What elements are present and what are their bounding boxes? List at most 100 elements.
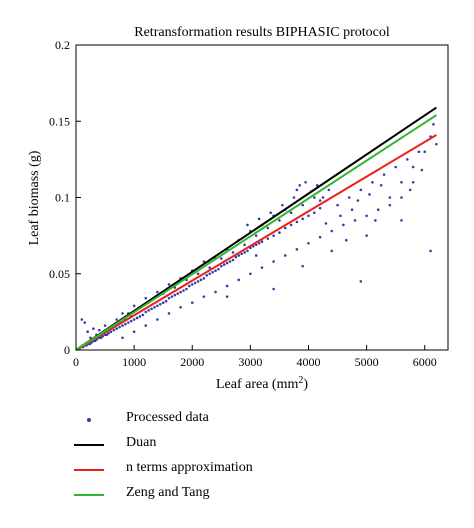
- scatter-point: [92, 327, 95, 330]
- scatter-point: [266, 237, 270, 240]
- x-tick-label: 3000: [238, 355, 262, 369]
- scatter-point: [278, 219, 281, 222]
- scatter-point: [179, 290, 182, 294]
- scatter-point: [234, 255, 238, 259]
- scatter-point: [318, 206, 322, 210]
- scatter-point: [173, 293, 177, 297]
- scatter-point: [190, 283, 194, 286]
- scatter-point: [103, 324, 107, 327]
- scatter-point: [359, 280, 363, 283]
- scatter-point: [138, 315, 142, 318]
- scatter-point: [353, 219, 357, 222]
- scatter-point: [283, 254, 287, 257]
- scatter-point: [118, 325, 121, 329]
- scatter-point: [356, 199, 360, 202]
- scatter-point: [254, 243, 258, 247]
- scatter-point: [135, 316, 139, 320]
- scatter-point: [156, 304, 159, 308]
- scatter-point: [408, 188, 412, 192]
- scatter-point: [150, 307, 153, 311]
- scatter-point: [417, 150, 421, 154]
- scatter-point: [132, 330, 136, 334]
- scatter-point: [313, 196, 316, 199]
- scatter-point: [257, 217, 261, 221]
- scatter-point: [307, 214, 310, 218]
- chart-title: Retransformation results BIPHASIC protoc…: [134, 25, 390, 40]
- scatter-point: [254, 254, 258, 257]
- legend-label: Duan: [126, 435, 157, 450]
- scatter-point: [301, 217, 304, 221]
- scatter-point: [295, 220, 299, 224]
- scatter-point: [144, 324, 148, 327]
- scatter-point: [249, 272, 252, 276]
- legend-item-zeng-tang: Zeng and Tang: [62, 483, 362, 507]
- scatter-point: [330, 249, 334, 253]
- scatter-point: [313, 211, 316, 215]
- scatter-point: [400, 219, 403, 222]
- scatter-point: [321, 196, 325, 199]
- legend-item-n-terms: n terms approximation: [62, 458, 362, 482]
- scatter-point: [161, 301, 165, 305]
- legend-item-duan: Duan: [62, 433, 362, 457]
- x-tick-label: 6000: [413, 355, 437, 369]
- scatter-point: [318, 235, 322, 239]
- scatter-point: [365, 234, 368, 237]
- scatter-point: [435, 142, 438, 146]
- scatter-point: [225, 295, 229, 298]
- scatter-point: [115, 327, 118, 330]
- scatter-point: [144, 296, 148, 300]
- x-tick-label: 1000: [122, 355, 146, 369]
- scatter-point: [359, 188, 363, 192]
- scatter-point: [342, 223, 345, 227]
- y-axis-label: Leaf biomass (g): [27, 150, 42, 245]
- scatter-point: [153, 306, 156, 309]
- scatter-point: [432, 123, 435, 126]
- scatter-point: [231, 251, 235, 254]
- scatter-point: [199, 278, 203, 282]
- scatter-point: [336, 203, 339, 207]
- scatter-point: [214, 290, 217, 294]
- x-axis-label-sup: 2: [298, 375, 303, 386]
- series-line-n-terms-approximation: [75, 134, 437, 351]
- scatter-point: [400, 196, 403, 199]
- scatter-point: [89, 336, 92, 340]
- scatter-point: [379, 184, 383, 187]
- scatter-point: [185, 287, 188, 291]
- scatter-point: [208, 266, 211, 269]
- scatter-point: [374, 219, 377, 222]
- scatter-point: [167, 283, 171, 286]
- scatter-point: [101, 334, 105, 338]
- scatter-point: [272, 260, 275, 263]
- scatter-point: [105, 333, 109, 337]
- y-tick-label: 0.2: [55, 38, 70, 52]
- scatter-point: [406, 158, 409, 161]
- y-tick-label: 0.15: [49, 114, 70, 128]
- series-line-zeng-and-tang: [75, 114, 437, 351]
- scatter-point: [188, 284, 191, 288]
- scatter-point: [289, 223, 293, 227]
- legend-item-processed-data: Processed data: [62, 408, 362, 432]
- x-tick-label: 0: [73, 355, 79, 369]
- x-tick-label: 2000: [180, 355, 204, 369]
- scatter-point: [115, 318, 118, 321]
- scatter-point: [246, 249, 249, 253]
- scatter-point: [121, 336, 124, 340]
- scatter-point: [193, 281, 197, 285]
- chart-canvas: Retransformation results BIPHASIC protoc…: [27, 25, 449, 392]
- scatter-point: [231, 258, 235, 262]
- plot-marks: [75, 106, 438, 351]
- scatter-point: [170, 295, 174, 298]
- scatter-point: [158, 302, 162, 306]
- scatter-point: [339, 214, 342, 218]
- scatter-point: [257, 241, 261, 245]
- scatter-point: [156, 318, 159, 321]
- scatter-point: [99, 336, 103, 340]
- scatter-point: [214, 269, 217, 273]
- scatter-point: [344, 238, 348, 242]
- scatter-point: [147, 309, 150, 312]
- scatter-point: [295, 248, 299, 251]
- scatter-point: [211, 270, 214, 274]
- scatter-point: [368, 193, 371, 196]
- scatter-point: [237, 278, 241, 282]
- y-tick-label: 0.05: [49, 267, 70, 281]
